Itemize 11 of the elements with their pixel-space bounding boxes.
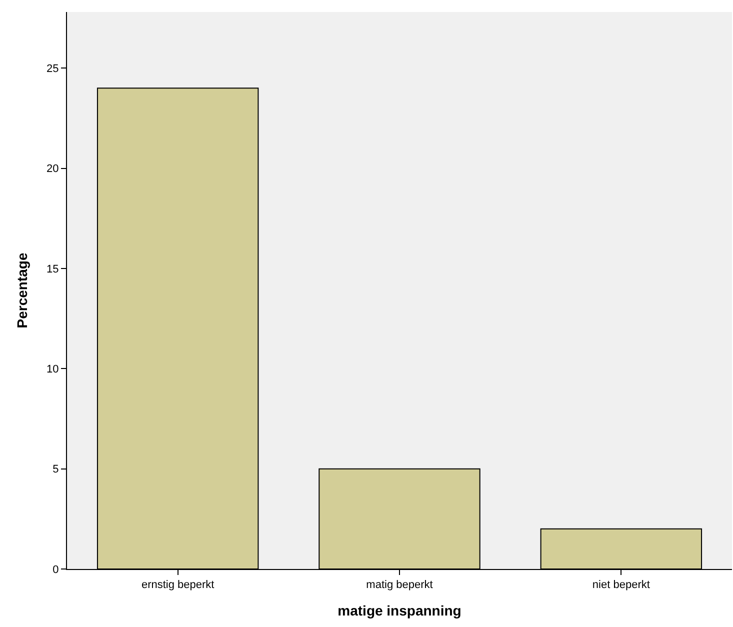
x-tick-label: matig beperkt — [366, 579, 433, 592]
y-tick-label: 0 — [52, 564, 59, 576]
y-tick-label: 15 — [46, 263, 59, 276]
x-tick-label: ernstig beperkt — [141, 579, 214, 592]
y-tick-label: 10 — [46, 363, 59, 376]
y-tick-label: 20 — [46, 163, 59, 176]
x-axis-title: matige inspanning — [338, 602, 462, 618]
y-tick-label: 5 — [52, 464, 59, 476]
y-tick-label: 25 — [46, 62, 59, 75]
x-tick-label: niet beperkt — [592, 579, 650, 592]
y-axis-title: Percentage — [14, 252, 30, 328]
